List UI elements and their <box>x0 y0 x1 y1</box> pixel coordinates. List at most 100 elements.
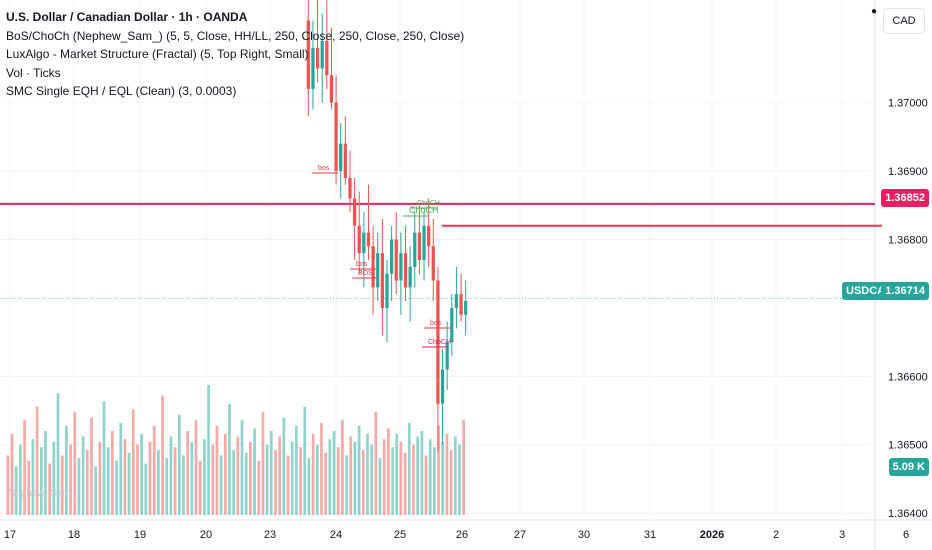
candle-body <box>403 253 408 288</box>
volume-bar <box>131 409 135 515</box>
x-tick-label: 6 <box>903 529 909 541</box>
volume-bar <box>186 431 189 515</box>
volume-bar <box>85 450 89 515</box>
candle-body <box>454 294 459 308</box>
legend-indicator-luxalgo[interactable]: LuxAlgo - Market Structure (Fractal) (5,… <box>6 47 309 61</box>
legend-indicator-bos-choch[interactable]: BoS/ChoCh (Nephew_Sam_) (5, 5, Close, HH… <box>6 28 465 43</box>
volume-bar <box>424 455 428 515</box>
candle-body <box>385 273 389 308</box>
volume-bar <box>136 444 139 515</box>
volume-bar <box>10 433 14 515</box>
volume-bar <box>73 412 77 515</box>
volume-bar <box>48 463 51 515</box>
volume-bar <box>462 420 465 515</box>
volume-bar <box>115 460 118 515</box>
volume-bar <box>458 444 461 515</box>
y-tick-label: 1.36600 <box>888 371 928 383</box>
candle-body <box>408 266 412 288</box>
volume-bar <box>353 441 357 515</box>
candle-body <box>329 75 334 103</box>
volume-bar <box>77 458 81 515</box>
more-dots-icon[interactable]: ● <box>871 6 878 17</box>
candle-body <box>306 20 310 89</box>
x-tick-label: 20 <box>200 529 212 541</box>
volume-bar <box>244 452 248 515</box>
levels <box>0 202 882 299</box>
candle-body <box>422 225 426 260</box>
volume-bar <box>14 466 18 515</box>
candle-body <box>440 369 445 404</box>
y-tick-label: 1.36800 <box>888 234 928 246</box>
x-tick-label: 23 <box>264 529 276 541</box>
y-tick-label: 1.36400 <box>888 508 928 520</box>
candle-body <box>352 198 357 226</box>
volume-bar <box>307 458 311 515</box>
candle-body <box>390 239 394 274</box>
volume-bar <box>407 422 411 515</box>
x-tick-label: 18 <box>68 529 80 541</box>
volume-bar <box>433 447 436 515</box>
y-tick-label: 1.36900 <box>888 166 928 178</box>
volume-bar <box>211 444 215 515</box>
red-level-price-label: 1.36852 <box>881 189 929 207</box>
volume-bar <box>19 444 22 515</box>
volume-bar <box>111 431 114 515</box>
x-tick-label: 30 <box>578 529 590 541</box>
volume-bar <box>173 447 177 515</box>
x-tick-label: 27 <box>514 529 526 541</box>
volume-series <box>6 385 465 515</box>
x-tick-label: 2 <box>773 529 779 541</box>
volume-bar <box>391 447 394 515</box>
x-tick-label: 26 <box>456 529 468 541</box>
currency-button[interactable]: CAD <box>883 8 925 34</box>
volume-bar <box>232 450 235 515</box>
volume-bar <box>144 463 148 515</box>
legend-indicator-smc[interactable]: SMC Single EQH / EQL (Clean) (3, 0.0003) <box>6 84 237 98</box>
volume-bar <box>198 460 202 515</box>
x-tick-label: 31 <box>644 529 656 541</box>
volume-bar <box>412 444 415 515</box>
volume-bar <box>81 436 85 515</box>
candle-body <box>362 232 366 254</box>
volume-bar <box>278 436 281 515</box>
volume-bar <box>437 425 440 515</box>
structure-label: bos <box>318 165 330 172</box>
candle-body <box>339 143 343 172</box>
candle-body <box>343 143 347 178</box>
volume-bar <box>336 447 340 515</box>
candle-body <box>380 253 384 308</box>
volume-bar <box>152 425 156 515</box>
volume-bar <box>106 447 110 515</box>
legend-title[interactable]: U.S. Dollar / Canadian Dollar · 1h · OAN… <box>6 10 248 24</box>
volume-bar <box>52 441 56 515</box>
volume-bar <box>240 420 244 515</box>
volume-bar <box>416 436 419 515</box>
volume-label: 5.09 K <box>888 458 929 476</box>
volume-bar <box>161 395 164 515</box>
volume-bar <box>31 439 35 515</box>
volume-bar <box>119 422 123 515</box>
volume-bar <box>236 436 240 515</box>
volume-bar <box>441 441 445 515</box>
candle-body <box>357 225 361 254</box>
volume-bar <box>65 425 68 515</box>
volume-bar <box>315 444 319 515</box>
candle-body <box>417 232 422 260</box>
candle-body <box>394 239 398 281</box>
volume-bar <box>23 420 26 515</box>
volume-bar <box>90 417 93 515</box>
candle-body <box>436 280 440 404</box>
volume-bar <box>94 466 97 515</box>
candle-body <box>376 253 380 288</box>
last-price-label: 1.36714 <box>881 282 929 300</box>
volume-bar <box>341 420 344 515</box>
volume-bar <box>378 458 382 515</box>
candle-body <box>399 253 403 281</box>
legend-indicator-volume[interactable]: Vol · Ticks <box>6 65 61 80</box>
volume-bar <box>395 433 399 515</box>
volume-bar <box>403 452 407 515</box>
volume-bar <box>69 444 72 515</box>
volume-bar <box>60 455 64 515</box>
volume-bar <box>324 452 327 515</box>
